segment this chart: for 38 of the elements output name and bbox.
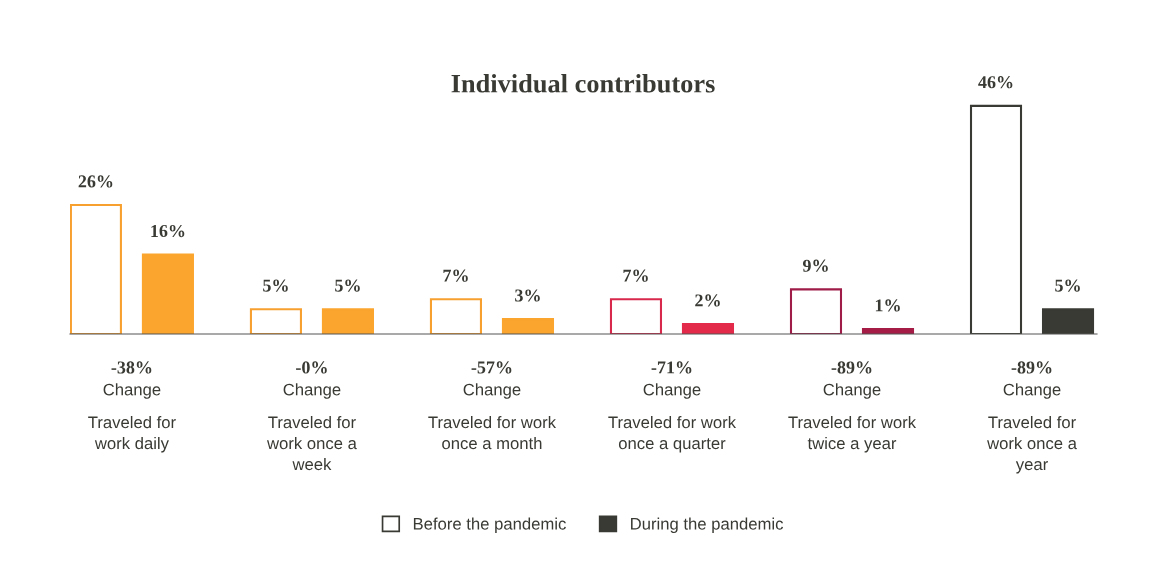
bar	[321, 308, 374, 334]
data-label: 5%	[263, 279, 288, 292]
bar	[681, 323, 735, 334]
x-tick-label: Traveled for work once a week	[266, 416, 357, 471]
bar	[141, 253, 194, 334]
data-label: 2%	[695, 294, 720, 307]
data-label: 7%	[443, 269, 468, 282]
bar	[1041, 308, 1095, 334]
data-label: 26%	[78, 175, 113, 188]
data-label: 3%	[515, 289, 540, 302]
data-label: 5%	[335, 279, 360, 292]
text: -89% Change	[823, 361, 881, 399]
legend-label: During the pandemic	[631, 517, 784, 534]
bar	[249, 308, 302, 334]
x-tick-label: Traveled for work twice a year	[788, 416, 917, 453]
text: -89% Change	[1003, 361, 1061, 399]
bar	[969, 104, 1023, 334]
x-tick-label: Traveled for work once a year	[987, 416, 1077, 474]
data-label: 1%	[875, 299, 900, 312]
text: -38% Change	[103, 361, 161, 399]
data-label: 16%	[151, 224, 185, 238]
bar	[429, 298, 482, 334]
chart-title: Individual contributors	[451, 74, 715, 93]
x-tick-label: Traveled for work once a month	[428, 416, 557, 450]
data-label: 9%	[802, 259, 828, 272]
x-tick-label: Traveled for work once a quarter	[608, 416, 737, 453]
bar	[501, 318, 555, 334]
text: -57% Change	[463, 361, 521, 399]
data-label: 7%	[623, 269, 648, 282]
bar	[789, 288, 843, 334]
text: -0% Change	[283, 361, 341, 399]
legend-label: Before the pandemic	[413, 517, 566, 534]
data-label: 46%	[978, 76, 1013, 89]
bar	[609, 298, 663, 334]
bar	[70, 204, 122, 334]
text: -71% Change	[643, 361, 701, 399]
x-tick-label: Traveled for work daily	[88, 416, 176, 453]
data-label: 5%	[1055, 279, 1080, 292]
